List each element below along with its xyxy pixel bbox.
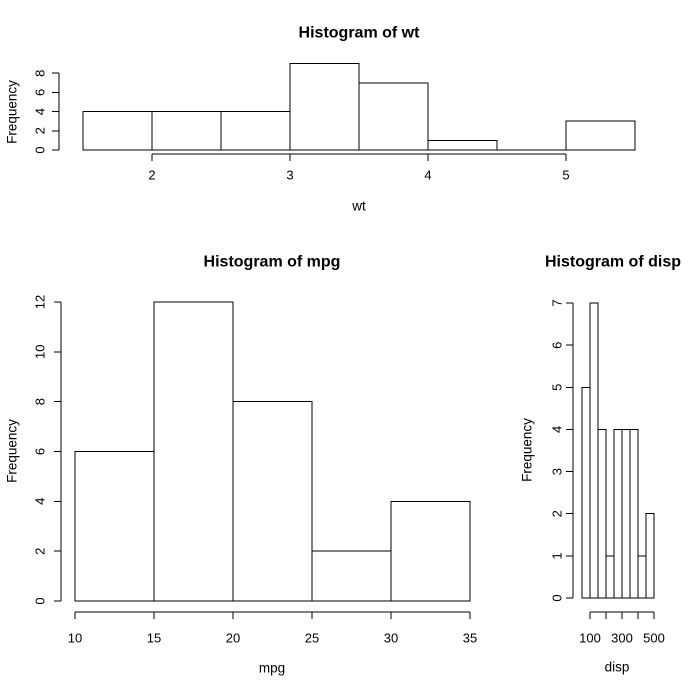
y-tick-label: 4 <box>33 498 48 505</box>
x-tick-label: 35 <box>463 631 477 646</box>
y-tick-label: 1 <box>550 552 565 559</box>
histogram-bar <box>597 428 607 599</box>
histogram-bar <box>232 401 313 602</box>
y-tick-label: 4 <box>33 108 48 115</box>
x-tick-label: 100 <box>579 631 601 646</box>
y-tick-label: 5 <box>550 384 565 391</box>
x-tick-label: 300 <box>611 631 633 646</box>
wt-bars <box>82 63 636 151</box>
histogram-bar <box>358 82 429 151</box>
histogram-bar <box>153 301 234 602</box>
disp-x-axis-title: disp <box>605 660 630 675</box>
mpg-x-axis: 10 15 20 25 30 35 <box>68 611 477 646</box>
disp-histogram-panel: 100 300 500 0 1 2 3 4 5 6 7 Histogram of disp disp Fr… <box>520 254 682 675</box>
mpg-bars <box>74 301 471 602</box>
y-tick-label: 0 <box>550 594 565 601</box>
wt-histogram-panel: 2 3 4 5 0 2 4 6 8 Histogram of wt wt Frequency <box>5 25 636 214</box>
mpg-x-axis-title: mpg <box>259 661 285 676</box>
histogram-bar <box>565 120 636 151</box>
mpg-y-axis: 0 2 4 6 8 10 12 <box>33 295 62 605</box>
disp-x-axis: 100 300 500 <box>579 611 665 646</box>
x-tick-label: 20 <box>226 631 240 646</box>
disp-y-axis: 0 1 2 3 4 5 6 7 <box>550 299 574 602</box>
histogram-bar <box>605 555 615 599</box>
disp-y-axis-title: Frequency <box>520 418 535 482</box>
histogram-bar <box>645 513 655 599</box>
histogram-bar <box>613 428 623 599</box>
disp-chart-title: Histogram of disp <box>545 254 681 271</box>
y-tick-label: 12 <box>33 295 48 309</box>
y-tick-label: 2 <box>550 510 565 517</box>
histogram-bar <box>220 111 291 151</box>
histogram-bar <box>637 555 647 599</box>
mpg-y-axis-title: Frequency <box>5 419 20 483</box>
histogram-bar <box>311 550 392 602</box>
y-tick-label: 2 <box>33 127 48 134</box>
histogram-bar <box>589 302 599 599</box>
wt-y-axis-title: Frequency <box>5 80 20 144</box>
wt-chart-title: Histogram of wt <box>299 25 421 42</box>
x-tick-label: 25 <box>305 631 319 646</box>
x-tick-label: 3 <box>286 168 293 183</box>
y-tick-label: 2 <box>33 548 48 555</box>
mpg-chart-title: Histogram of mpg <box>204 254 341 271</box>
wt-y-axis: 0 2 4 6 8 <box>33 70 60 154</box>
histogram-bar <box>629 428 639 599</box>
disp-bars <box>581 302 655 599</box>
histogram-bar <box>581 386 591 599</box>
y-tick-label: 6 <box>550 342 565 349</box>
x-tick-label: 15 <box>147 631 161 646</box>
y-tick-label: 0 <box>33 597 48 604</box>
y-tick-label: 3 <box>550 468 565 475</box>
histogram-bar <box>289 63 360 151</box>
mpg-histogram-panel: 10 15 20 25 30 35 0 2 4 6 8 10 12 Histogram of mpg mpg… <box>5 254 478 676</box>
histogram-bar <box>390 500 471 602</box>
y-tick-label: 8 <box>33 398 48 405</box>
y-tick-label: 10 <box>33 345 48 359</box>
wt-x-axis-title: wt <box>351 199 366 214</box>
histogram-bar <box>621 428 631 599</box>
y-tick-label: 6 <box>33 448 48 455</box>
x-tick-label: 2 <box>148 168 155 183</box>
y-tick-label: 4 <box>550 426 565 433</box>
histogram-bar <box>151 111 222 151</box>
x-tick-label: 10 <box>68 631 82 646</box>
x-tick-label: 5 <box>562 168 569 183</box>
y-tick-label: 8 <box>33 70 48 77</box>
histogram-bar <box>427 139 498 151</box>
histogram-bar <box>74 451 155 602</box>
x-tick-label: 30 <box>384 631 398 646</box>
x-tick-label: 500 <box>643 631 665 646</box>
histogram-bar <box>82 111 153 151</box>
y-tick-label: 7 <box>550 299 565 306</box>
y-tick-label: 0 <box>33 146 48 153</box>
wt-x-axis: 2 3 4 5 <box>148 153 570 183</box>
y-tick-label: 6 <box>33 89 48 96</box>
x-tick-label: 4 <box>424 168 431 183</box>
